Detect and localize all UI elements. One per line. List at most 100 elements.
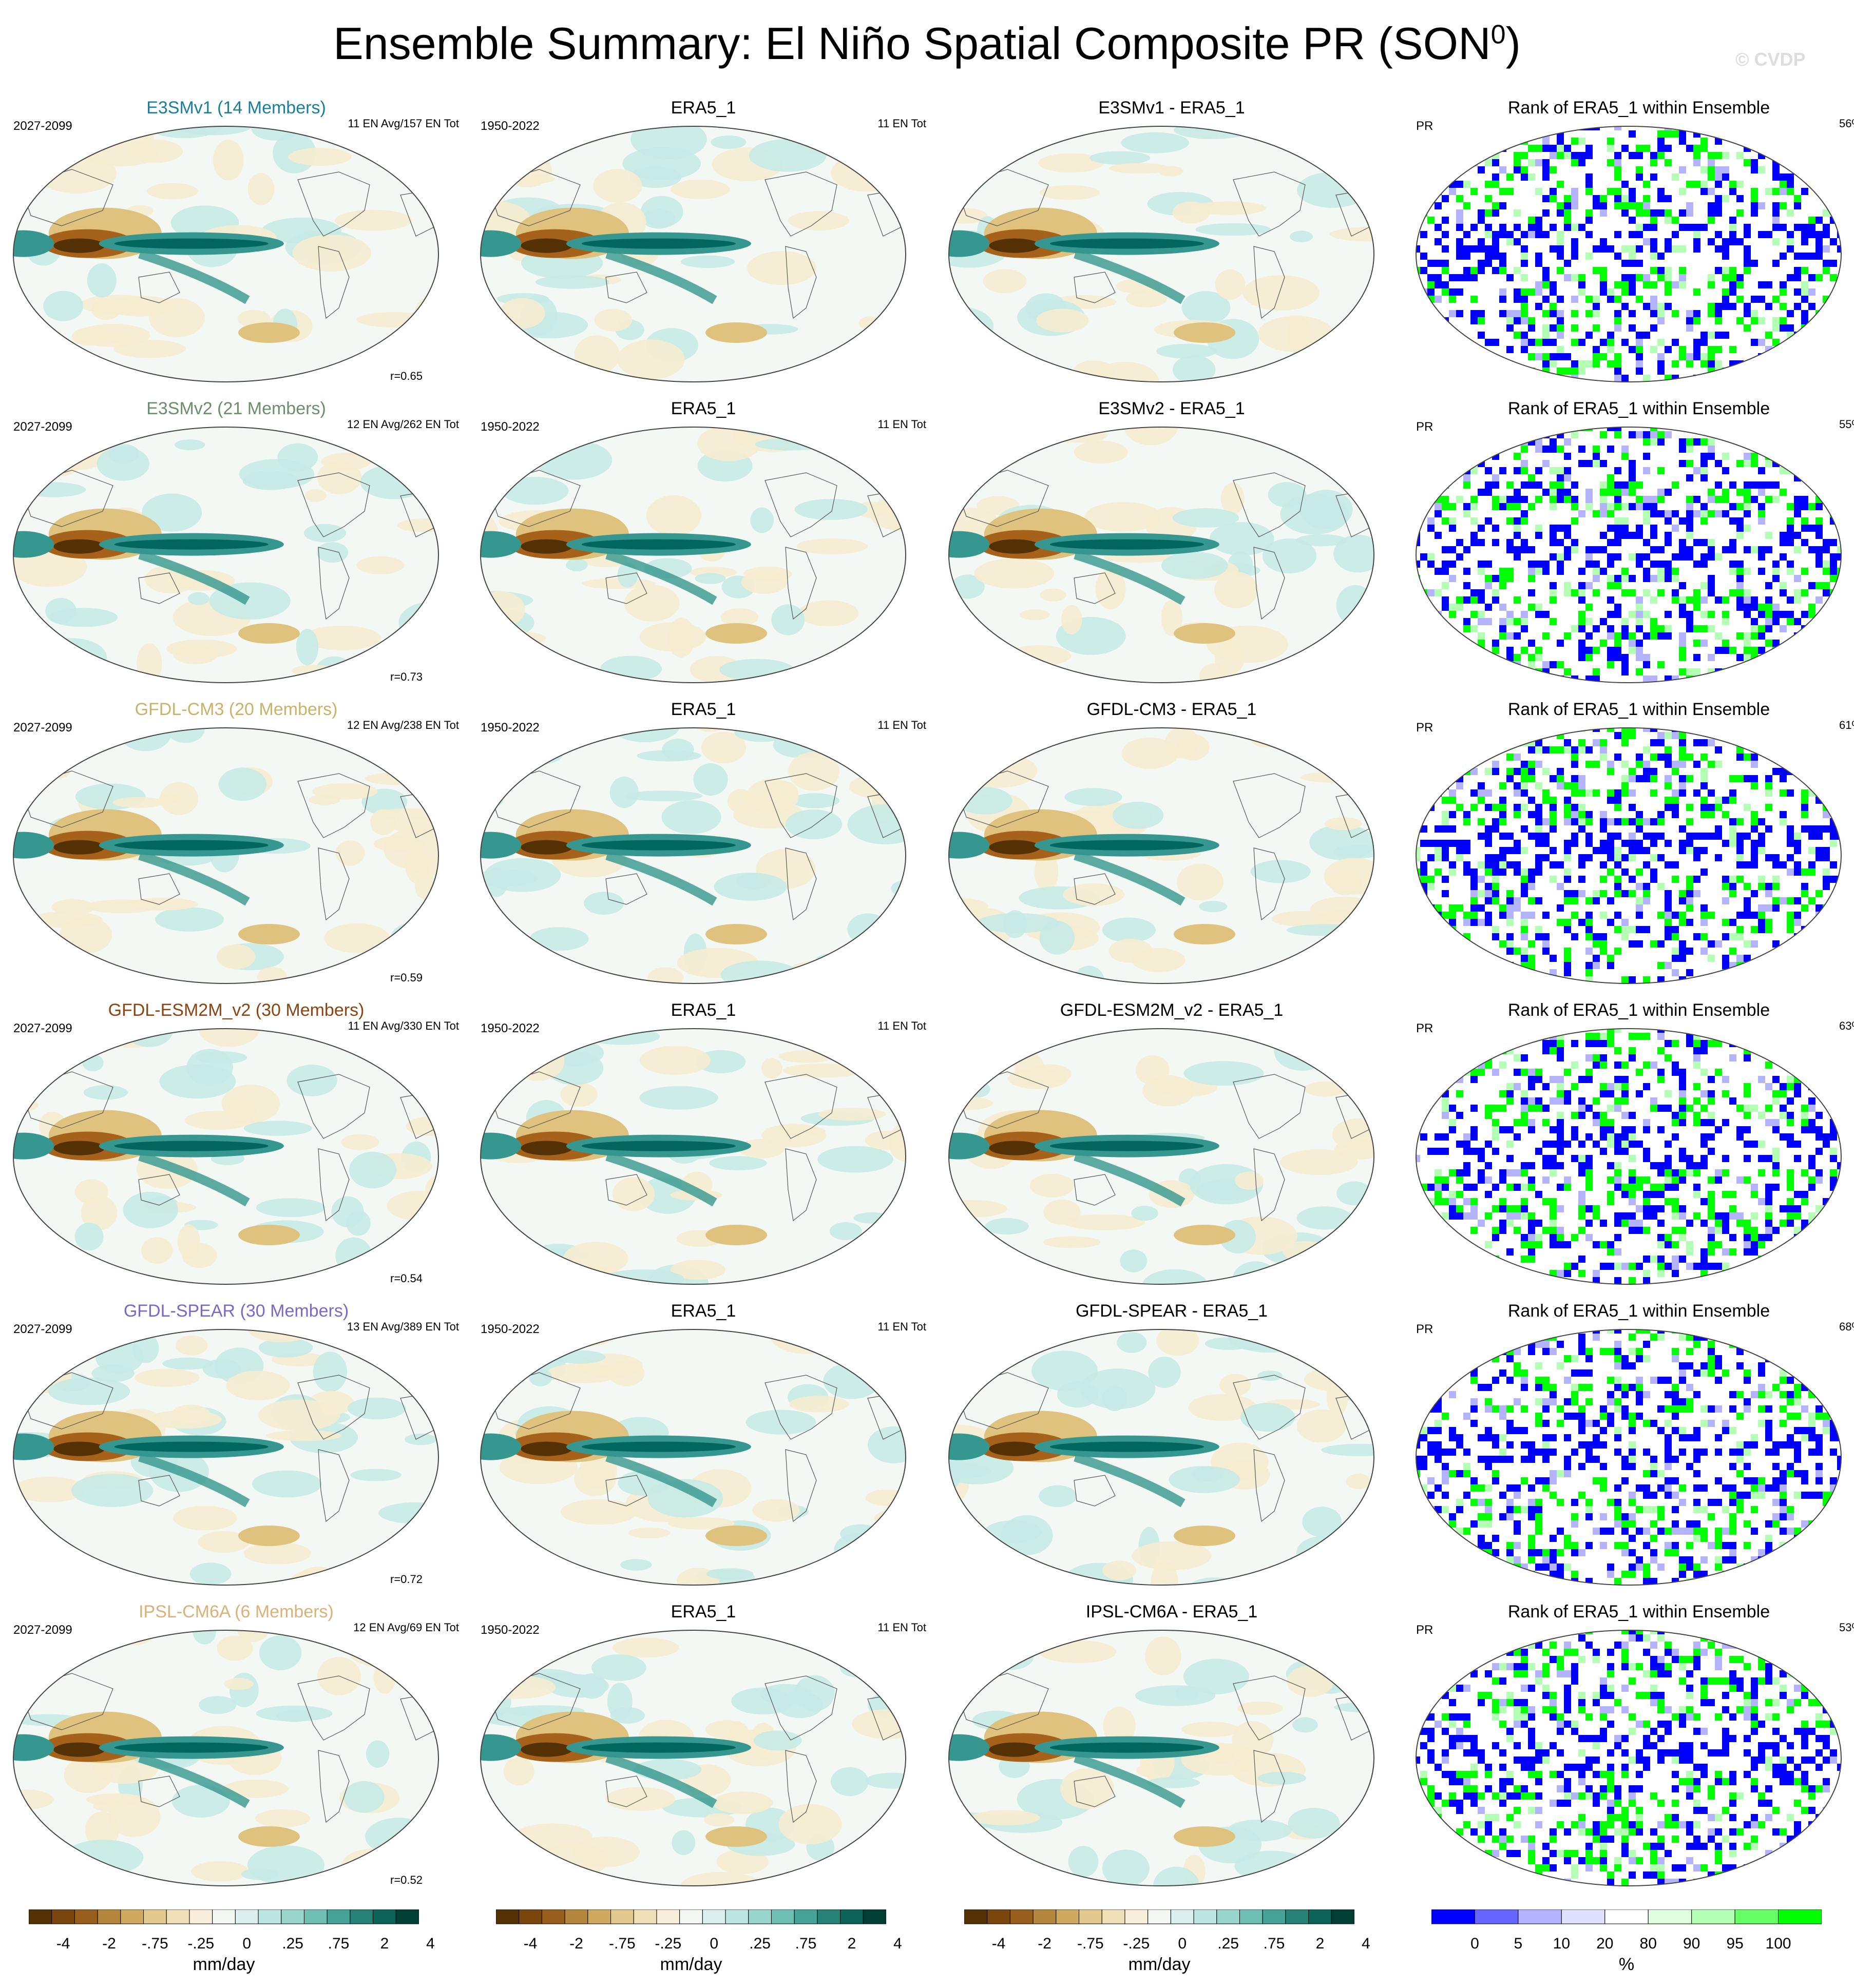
- colorbar-swatch: [373, 1909, 396, 1924]
- colorbar-unit: %: [1618, 1955, 1635, 1974]
- panel-title: GFDL-CM3 - ERA5_1: [1086, 700, 1257, 719]
- colorbar-swatch: [166, 1909, 190, 1924]
- map-wrapper: [10, 1326, 442, 1591]
- colorbar-swatch: [541, 1909, 565, 1924]
- map-wrapper: [946, 123, 1377, 388]
- colorbar-tick-label: 2: [847, 1935, 856, 1952]
- colorbar-swatch: [1170, 1909, 1194, 1924]
- colorbar-swatches: [495, 1909, 887, 1924]
- panel-title: E3SMv1 - ERA5_1: [1098, 98, 1245, 118]
- diff-map: [948, 1028, 1374, 1285]
- rank-map: [1416, 1630, 1842, 1886]
- panel-right-label: 55%: [1839, 418, 1854, 431]
- colorbar-tick-label: -2: [1038, 1935, 1052, 1952]
- colorbar-swatch: [1474, 1909, 1519, 1924]
- panel-left-label: 1950-2022: [481, 1021, 540, 1035]
- model-map: [13, 126, 439, 382]
- panel-left-label: 2027-2099: [13, 1021, 72, 1035]
- colorbar-swatch: [1033, 1909, 1057, 1924]
- map-wrapper: [10, 123, 442, 388]
- panel-left-label: 2027-2099: [13, 721, 72, 735]
- panel-title: ERA5_1: [671, 98, 736, 118]
- panel-right-label: 11 EN Avg/157 EN Tot: [348, 117, 459, 130]
- panel-left-label: 2027-2099: [13, 420, 72, 434]
- colorbar-tick-label: 100: [1765, 1935, 1791, 1952]
- colorbar-tick-label: -.75: [1077, 1935, 1104, 1952]
- colorbar-tick-label: 2: [1315, 1935, 1325, 1952]
- panel-title: GFDL-ESM2M_v2 - ERA5_1: [1060, 1000, 1284, 1020]
- colorbar-swatch: [1331, 1909, 1355, 1924]
- colorbar-swatch: [1056, 1909, 1080, 1924]
- panel-right-label: 12 EN Avg/262 EN Tot: [347, 418, 459, 431]
- panel-left-label: PR: [1416, 1623, 1433, 1637]
- colorbar-tick-label: 4: [426, 1935, 435, 1952]
- panel-left-label: 2027-2099: [13, 1623, 72, 1637]
- map-wrapper: [1413, 1627, 1844, 1892]
- obs-panel: ERA5_1 1950-2022 11 EN Tot: [477, 398, 929, 686]
- rank-panel: Rank of ERA5_1 within Ensemble PR 53%: [1413, 1601, 1854, 1889]
- panel-title: Rank of ERA5_1 within Ensemble: [1507, 1301, 1770, 1321]
- diff-panel: GFDL-CM3 - ERA5_1: [946, 699, 1398, 987]
- pr-colorbar: -4 -2 -.75 -.25 0 .25 .75 2 4 mm/day: [964, 1909, 1416, 1986]
- colorbar-swatch: [840, 1909, 864, 1924]
- model-map: [13, 1329, 439, 1586]
- colorbar-swatch: [235, 1909, 259, 1924]
- colorbar-unit: mm/day: [660, 1955, 722, 1974]
- panel-title: ERA5_1: [671, 399, 736, 418]
- page-title: Ensemble Summary: El Niño Spatial Compos…: [333, 18, 1521, 69]
- rank-map: [1416, 427, 1842, 683]
- obs-map: [480, 1329, 906, 1586]
- panel-right-label: 11 EN Tot: [877, 418, 926, 431]
- panel-right-label: 63%: [1839, 1019, 1854, 1032]
- map-wrapper: [477, 424, 909, 688]
- panel-left-label: 1950-2022: [481, 1322, 540, 1336]
- panel-left-label: 1950-2022: [481, 420, 540, 434]
- colorbar-swatch: [74, 1909, 98, 1924]
- panel-right-label: 12 EN Avg/69 EN Tot: [353, 1621, 459, 1634]
- colorbar-swatch: [1079, 1909, 1102, 1924]
- colorbar-swatch: [1431, 1909, 1475, 1924]
- colorbar-swatch: [495, 1909, 520, 1924]
- colorbar-tick-label: .25: [282, 1935, 303, 1952]
- colorbar-swatch: [350, 1909, 374, 1924]
- colorbar-swatch: [1518, 1909, 1562, 1924]
- colorbar-tick-label: 80: [1639, 1935, 1657, 1952]
- rank-panel: Rank of ERA5_1 within Ensemble PR 56%: [1413, 98, 1854, 385]
- panel-left-label: PR: [1416, 721, 1433, 735]
- colorbar-tick-label: 0: [1470, 1935, 1479, 1952]
- model-map: [13, 1630, 439, 1886]
- obs-panel: ERA5_1 1950-2022 11 EN Tot: [477, 98, 929, 385]
- colorbar-tick-label: -4: [56, 1935, 70, 1952]
- colorbar-swatch: [1193, 1909, 1217, 1924]
- panel-title: Rank of ERA5_1 within Ensemble: [1507, 98, 1770, 118]
- map-wrapper: [477, 725, 909, 989]
- colorbar-tick-label: .75: [328, 1935, 350, 1952]
- colorbar-tick-label: -.75: [609, 1935, 636, 1952]
- colorbar-swatch: [212, 1909, 236, 1924]
- colorbar-swatch: [1778, 1909, 1822, 1924]
- obs-map: [480, 1028, 906, 1285]
- colorbar-tick-label: 0: [1178, 1935, 1187, 1952]
- colorbar-swatch: [303, 1909, 328, 1924]
- model-panel: E3SMv1 (14 Members) 2027-2099 11 EN Avg/15…: [10, 98, 462, 385]
- colorbar-swatch: [1148, 1909, 1171, 1924]
- pattern-correlation: r=0.65: [390, 370, 423, 382]
- map-wrapper: [10, 1026, 442, 1290]
- rank-panel: Rank of ERA5_1 within Ensemble PR 63%: [1413, 1000, 1854, 1287]
- panel-title: Rank of ERA5_1 within Ensemble: [1507, 1602, 1770, 1622]
- model-panel: E3SMv2 (21 Members) 2027-2099 12 EN Avg/26…: [10, 398, 462, 686]
- colorbar-tick-label: -2: [569, 1935, 583, 1952]
- panel-title: GFDL-ESM2M_v2 (30 Members): [108, 1000, 365, 1020]
- model-map: [13, 727, 439, 984]
- panel-right-label: 13 EN Avg/389 EN Tot: [347, 1320, 459, 1333]
- map-wrapper: [10, 1627, 442, 1892]
- map-wrapper: [946, 1326, 1377, 1591]
- colorbar-swatch: [1308, 1909, 1332, 1924]
- colorbar-swatch: [258, 1909, 282, 1924]
- rank-map: [1416, 1028, 1842, 1285]
- colorbar-swatch: [863, 1909, 887, 1924]
- panel-right-label: 12 EN Avg/238 EN Tot: [347, 719, 459, 731]
- obs-panel: ERA5_1 1950-2022 11 EN Tot: [477, 699, 929, 987]
- panel-title: ERA5_1: [671, 700, 736, 719]
- obs-map: [480, 1630, 906, 1886]
